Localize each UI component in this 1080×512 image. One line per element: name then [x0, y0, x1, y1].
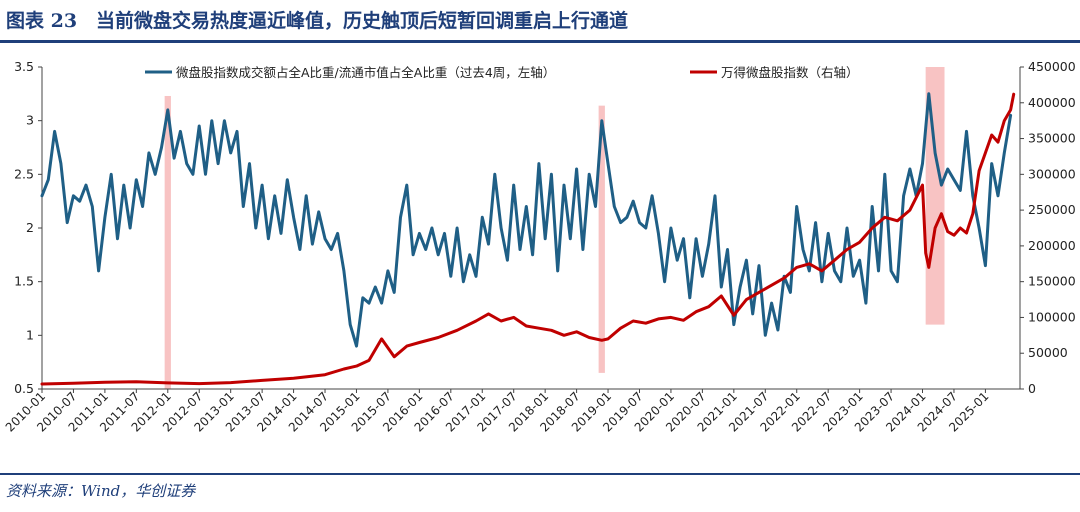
title-rule [0, 40, 1080, 43]
left-tick-label: 0.5 [14, 381, 34, 396]
right-tick-label: 250000 [1028, 202, 1076, 217]
left-tick-label: 3 [26, 113, 34, 128]
right-tick-label: 350000 [1028, 131, 1076, 146]
right-tick-label: 300000 [1028, 166, 1076, 181]
highlight-band-1 [164, 95, 171, 389]
right-tick-label: 50000 [1028, 345, 1068, 360]
right-tick-label: 400000 [1028, 95, 1076, 110]
right-tick-label: 450000 [1028, 59, 1076, 74]
right-tick-label: 200000 [1028, 238, 1076, 253]
left-tick-label: 2.5 [14, 166, 34, 181]
series-line-microcap-index [40, 92, 1016, 386]
x-tick-labels: 2010-012010-072011-012011-072012-012012-… [3, 389, 992, 434]
chart-title: 图表 23 当前微盘交易热度逼近峰值，历史触顶后短暂回调重启上行通道 [6, 10, 629, 32]
left-tick-label: 1.5 [14, 274, 34, 289]
right-tick-labels: 0 50000 100000 150000 200000 250000 300000 3500… [1028, 59, 1076, 396]
footer-rule [0, 473, 1080, 475]
series-lines [40, 92, 1016, 386]
source-note: 资料来源：Wind，华创证券 [6, 482, 196, 500]
legend: 微盘股指数成交额占全A比重/流通市值占全A比重（过去4周，左轴） 万得微盘股指数… [145, 65, 859, 80]
left-tick-label: 2 [26, 220, 34, 235]
highlight-band-2 [598, 105, 605, 373]
chart-axes [38, 66, 1024, 393]
right-tick-label: 0 [1028, 381, 1036, 396]
legend-label-turnover-ratio: 微盘股指数成交额占全A比重/流通市值占全A比重（过去4周，左轴） [176, 65, 555, 80]
legend-label-microcap-index: 万得微盘股指数（右轴） [721, 65, 859, 80]
left-tick-label: 1 [26, 327, 34, 342]
left-tick-labels: 0.5 1 1.5 2 2.5 3 3.5 [14, 59, 34, 396]
series-line-turnover-ratio [40, 92, 1013, 348]
left-tick-label: 3.5 [14, 59, 34, 74]
right-tick-label: 100000 [1028, 309, 1076, 324]
right-tick-label: 150000 [1028, 274, 1076, 289]
